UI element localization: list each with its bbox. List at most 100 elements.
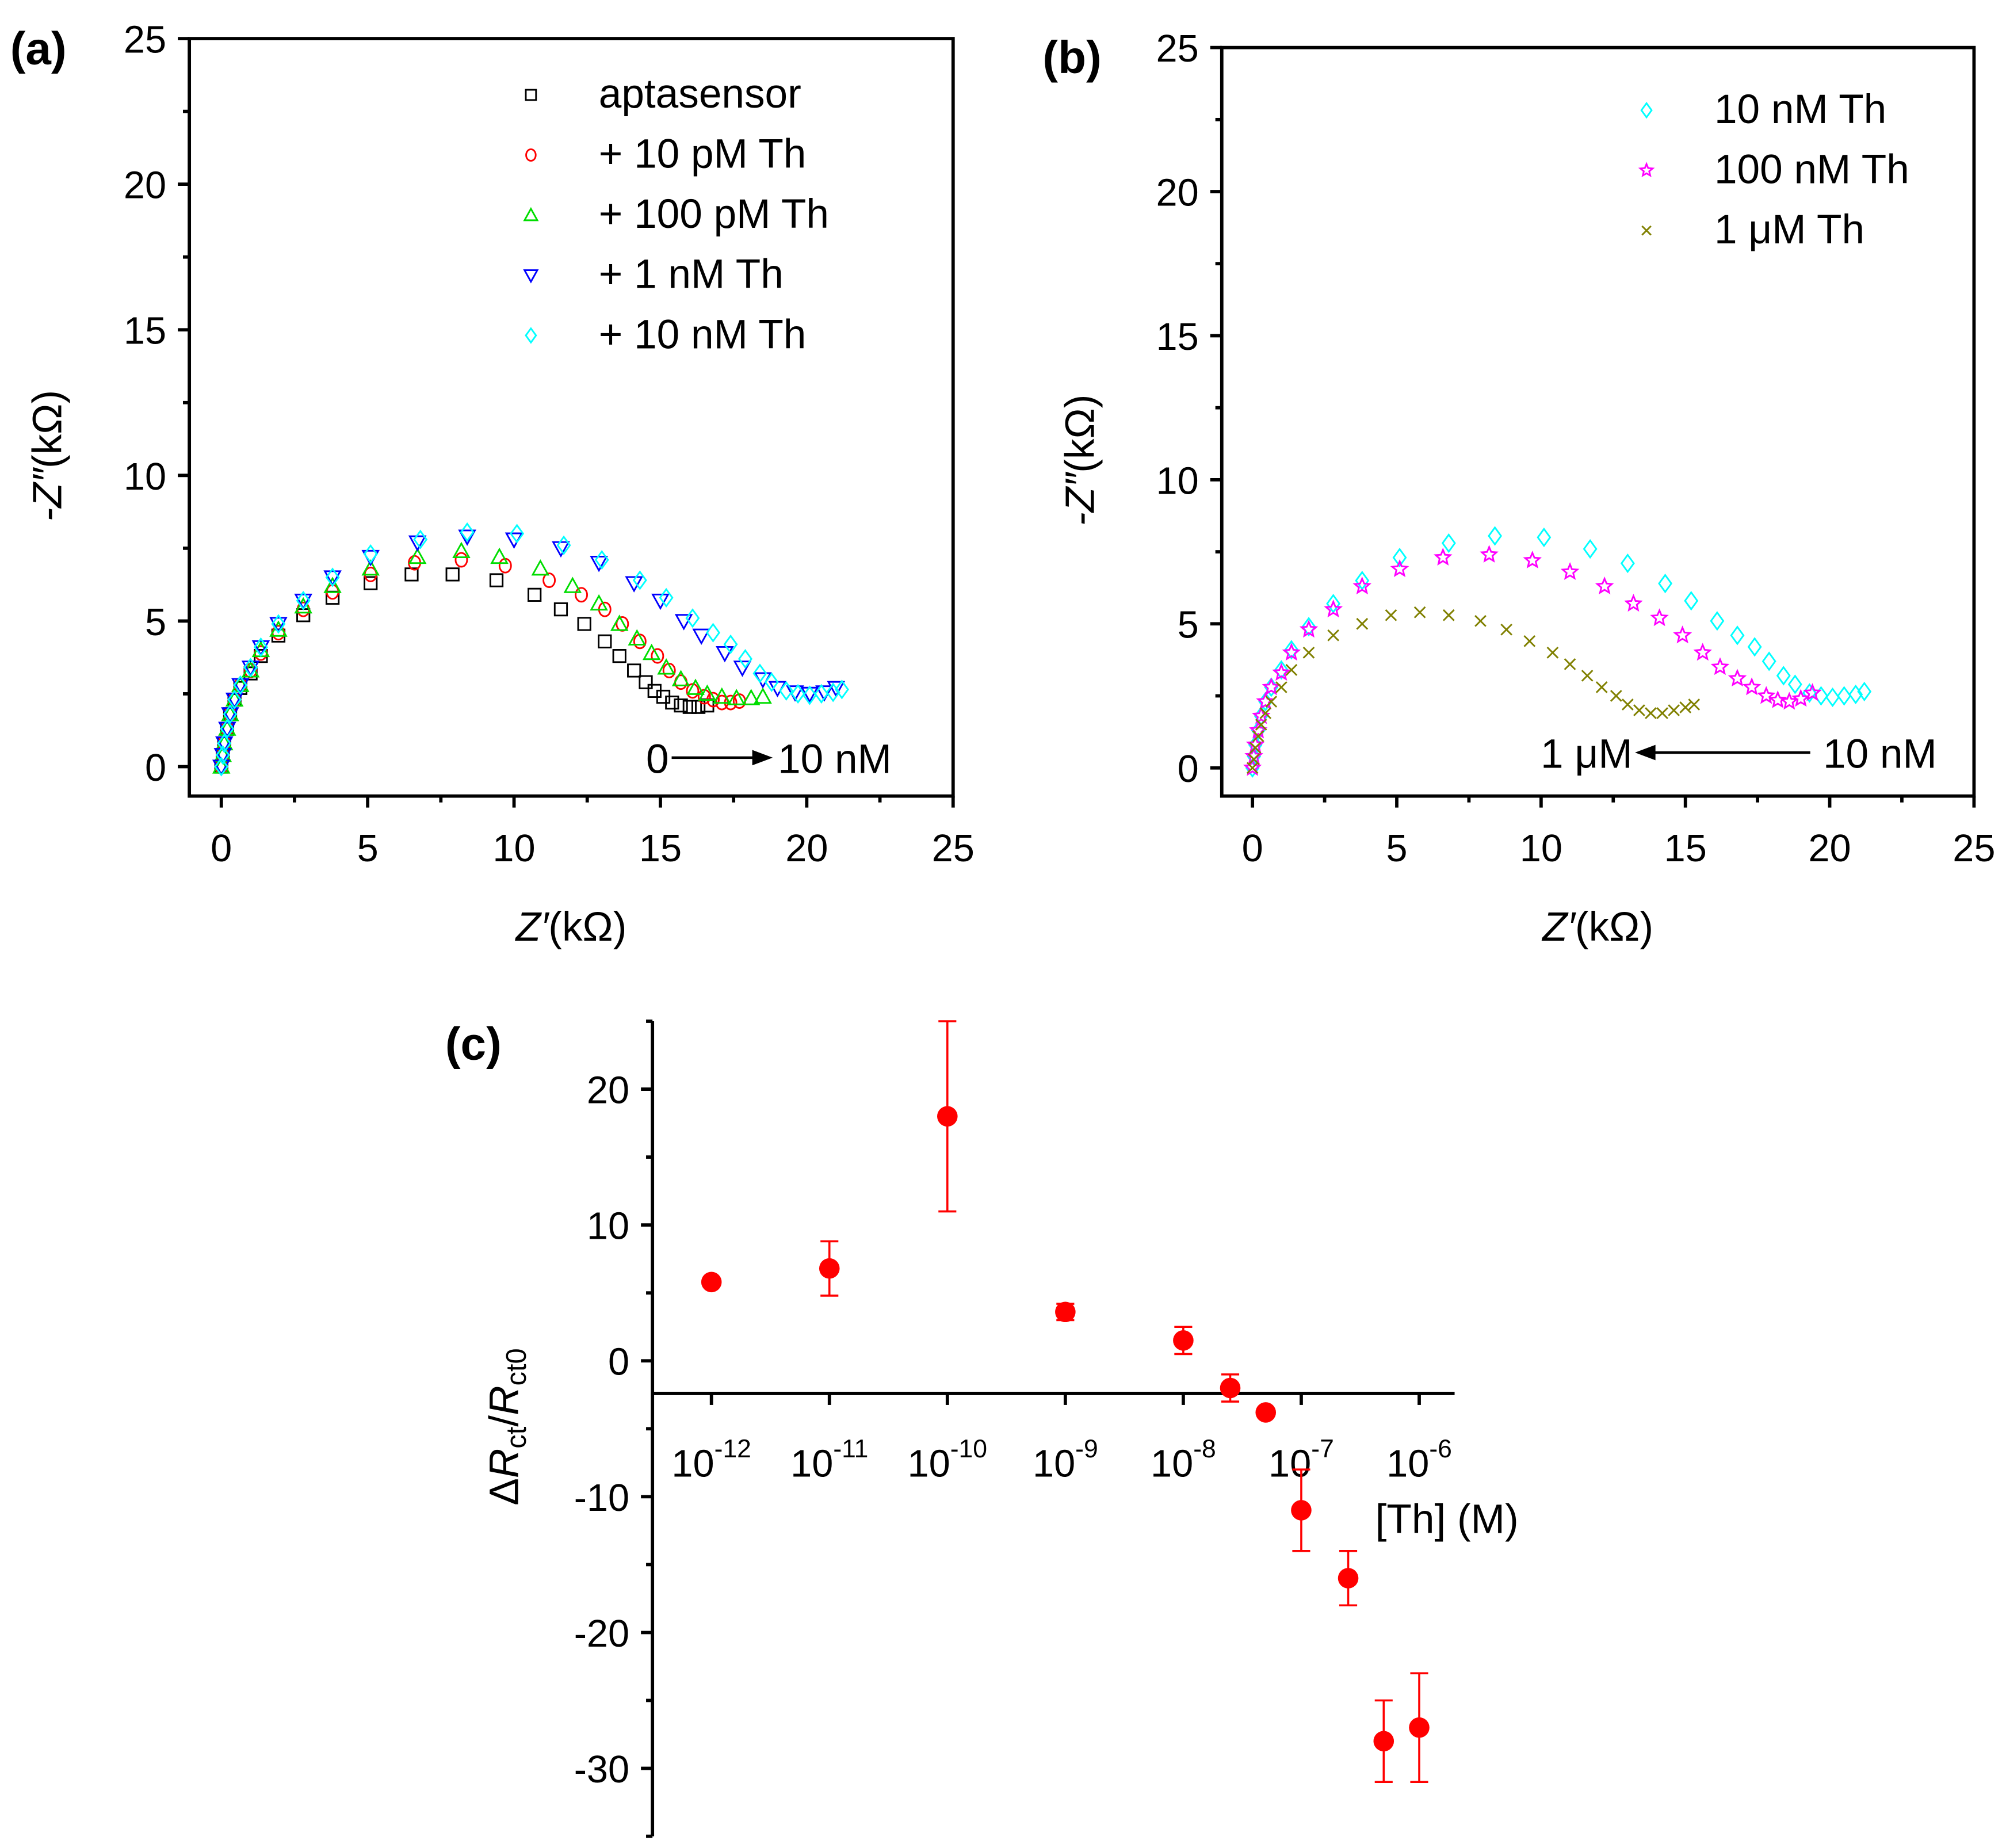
x-tick-base: 10	[671, 1442, 714, 1485]
data-point-circle	[651, 648, 664, 664]
annotation-to: 10 nM	[778, 737, 892, 782]
data-point	[1373, 1731, 1394, 1752]
y-tick-label: 20	[587, 1070, 629, 1112]
data-point-triangle-up	[686, 678, 705, 695]
data-point-diamond	[1620, 553, 1635, 574]
legend-entry: 10 nM Th	[1714, 87, 1886, 132]
data-point-star	[1638, 162, 1655, 178]
series-2	[212, 541, 772, 774]
data-point-diamond	[1441, 533, 1456, 553]
data-point-triangle-up	[742, 689, 761, 705]
y-tick-label: 10	[587, 1205, 629, 1248]
data-point-diamond	[556, 535, 571, 555]
data-point-triangle-down	[458, 529, 476, 546]
data-point-cross	[1688, 698, 1701, 711]
data-point-star	[1757, 686, 1776, 704]
data-point-circle	[525, 148, 537, 162]
data-point-diamond	[271, 614, 286, 634]
data-point-cross	[1302, 647, 1315, 659]
data-point-cross	[1265, 696, 1278, 708]
data-point-cross	[1610, 690, 1622, 702]
data-point-triangle-up	[698, 684, 717, 701]
data-point-diamond	[525, 327, 537, 344]
data-point-square	[627, 663, 641, 678]
data-point-triangle-down	[716, 646, 734, 663]
x-tick-label: 20	[785, 827, 828, 870]
data-point-diamond	[1658, 574, 1673, 594]
data-point-triangle-down	[523, 269, 539, 284]
data-point-triangle-down	[505, 532, 524, 549]
y-tick-label: 5	[1178, 604, 1199, 647]
annotation-to: 1 μM	[1541, 732, 1633, 777]
x-tick-label: 10	[1520, 827, 1562, 870]
data-point-diamond	[632, 570, 647, 590]
data-point-triangle-up	[531, 559, 550, 576]
data-point-star	[1768, 690, 1787, 708]
data-point	[1291, 1500, 1312, 1521]
x-tick-label: 5	[357, 827, 379, 870]
data-point-cross	[1442, 609, 1455, 621]
data-point-cross	[1622, 698, 1634, 711]
data-point-diamond	[510, 524, 525, 544]
data-point-cross	[1285, 664, 1298, 676]
annotation-from: 10 nM	[1823, 732, 1937, 777]
data-point-triangle-up	[713, 687, 731, 704]
data-point-triangle-down	[231, 678, 250, 695]
data-point-diamond	[1787, 674, 1802, 694]
data-point-circle	[454, 552, 468, 568]
data-point-triangle-up	[323, 576, 342, 593]
x-tick-label: 10-10	[908, 1435, 987, 1485]
data-point-diamond	[723, 634, 738, 655]
data-point-circle	[575, 587, 589, 603]
data-point-star	[1523, 551, 1542, 568]
data-point-star	[1650, 608, 1669, 627]
data-point-triangle-up	[523, 207, 539, 222]
data-point-cross	[1252, 730, 1264, 742]
data-point-square	[489, 573, 504, 587]
data-point-diamond	[738, 649, 752, 669]
x-axis-label-symbol: Z′	[1541, 904, 1576, 950]
data-point-square	[682, 700, 697, 714]
y-tick-label: -20	[574, 1613, 629, 1655]
data-point-square	[553, 602, 568, 617]
x-tick-base: 10	[1268, 1442, 1311, 1485]
data-point-star	[1624, 593, 1643, 612]
data-point-diamond	[1776, 666, 1791, 686]
legend-entry: + 10 pM Th	[599, 132, 807, 177]
x-tick-exponent: -8	[1193, 1435, 1216, 1463]
data-point-triangle-up	[269, 620, 288, 637]
x-tick-label: 25	[1952, 827, 1995, 870]
x-tick-label: 15	[639, 827, 682, 870]
data-point-star	[1693, 643, 1712, 661]
data-point-diamond	[325, 567, 340, 587]
panel-label: (c)	[445, 1018, 502, 1070]
data-point-triangle-up	[657, 658, 675, 675]
data-point-square	[528, 587, 542, 602]
data-point-diamond	[1301, 617, 1316, 637]
data-point-triangle-down	[241, 660, 260, 677]
data-point-star	[1324, 600, 1343, 618]
data-point-square	[674, 698, 688, 713]
y-axis-label-symbol: -Z″	[25, 467, 71, 521]
y-tick-label: 25	[1156, 28, 1199, 70]
x-tick-base: 10	[908, 1442, 950, 1485]
data-point-diamond	[1684, 591, 1699, 611]
x-tick-label: 0	[211, 827, 232, 870]
plot-frame	[1220, 45, 1976, 798]
y-tick-label: 0	[608, 1341, 629, 1384]
y-tick-label: 25	[124, 19, 166, 62]
x-tick-label: 10-6	[1386, 1435, 1452, 1485]
x-tick-label: 10-11	[790, 1435, 868, 1485]
x-tick-base: 10	[1386, 1442, 1429, 1485]
data-point-cross	[1248, 753, 1260, 766]
x-tick-exponent: -9	[1075, 1435, 1098, 1463]
x-tick-label: 15	[1664, 827, 1707, 870]
series-2	[1246, 606, 1701, 774]
data-point-cross	[1679, 701, 1692, 713]
x-tick-exponent: -12	[714, 1435, 751, 1463]
y-label-delta: Δ	[482, 1478, 528, 1506]
data-point-triangle-up	[590, 594, 608, 611]
data-point-cross	[1385, 609, 1397, 621]
y-label-r: R	[482, 1386, 528, 1415]
